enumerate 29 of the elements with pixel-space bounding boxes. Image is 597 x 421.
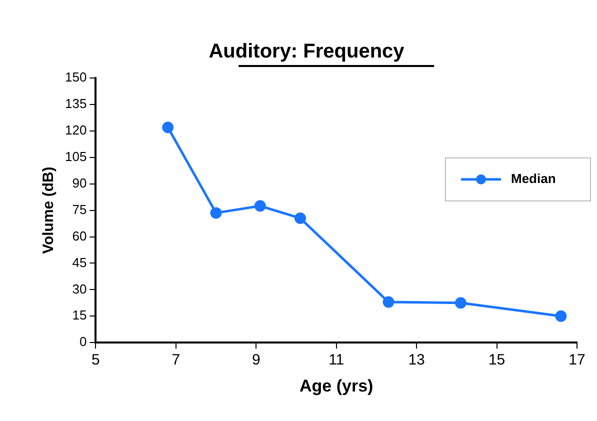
y-axis-title: Volume (dB) — [40, 166, 58, 254]
x-tick-label: 9 — [252, 352, 260, 369]
x-tick-label: 7 — [172, 352, 180, 369]
point — [210, 207, 222, 219]
y-tick-label: 15 — [72, 308, 87, 323]
point — [294, 212, 306, 224]
y-tick-label: 120 — [64, 122, 87, 138]
legend-label: Median — [511, 170, 556, 186]
y-tick-label: 0 — [79, 334, 87, 350]
x-tick-label: 11 — [328, 352, 344, 369]
y-tick-label: 150 — [64, 70, 87, 85]
y-tick-label: 45 — [72, 254, 87, 270]
point — [254, 200, 266, 212]
x-tick-label: 13 — [408, 352, 425, 369]
x-tick-label: 5 — [92, 352, 100, 369]
x-tick-label: 17 — [568, 352, 586, 369]
point — [382, 296, 394, 308]
point — [555, 310, 567, 322]
y-tick-label: 60 — [72, 228, 87, 244]
y-tick-label: 75 — [72, 202, 87, 217]
chart-title: Auditory: Frequency — [208, 40, 406, 63]
y-tick-label: 90 — [72, 175, 87, 190]
y-tick-label: 30 — [72, 281, 87, 296]
x-axis-title: Age (yrs) — [300, 376, 374, 396]
x-tick-label: 15 — [488, 352, 506, 369]
y-tick-label: 105 — [64, 148, 87, 164]
y-tick-label: 135 — [64, 96, 87, 112]
point — [454, 297, 466, 309]
point — [162, 122, 174, 134]
